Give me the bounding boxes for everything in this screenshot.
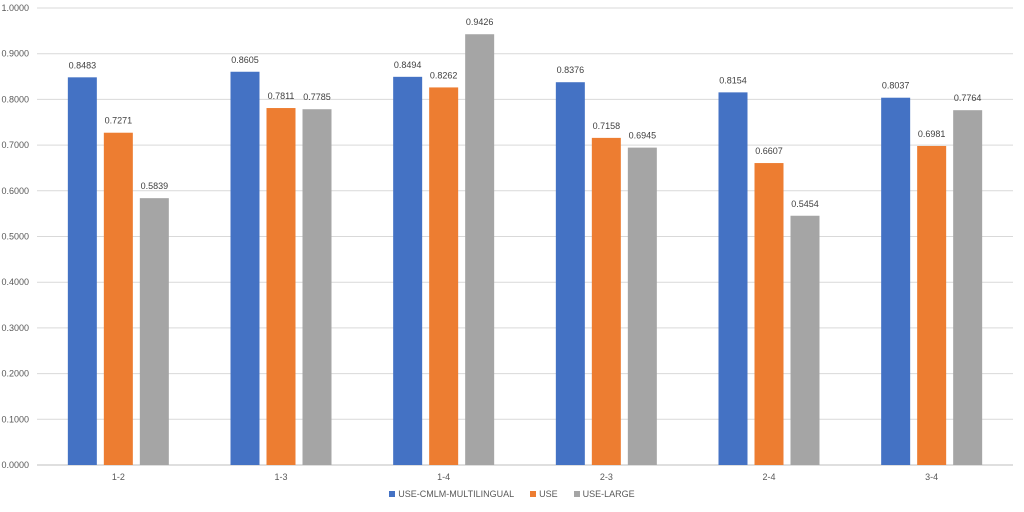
legend-item: USE <box>530 489 558 499</box>
y-tick-label: 0.5000 <box>1 232 29 242</box>
legend-label: USE-LARGE <box>582 489 635 499</box>
data-label: 0.7158 <box>593 121 621 131</box>
bar <box>139 198 169 465</box>
y-tick-label: 1.0000 <box>1 3 29 13</box>
bar <box>881 97 911 465</box>
x-tick-label: 3-4 <box>925 472 938 482</box>
bar <box>790 215 820 465</box>
data-label: 0.9426 <box>466 17 494 27</box>
bar <box>429 87 459 465</box>
bar <box>67 77 97 465</box>
y-tick-label: 0.4000 <box>1 277 29 287</box>
data-label: 0.8262 <box>430 70 458 80</box>
x-tick-label: 1-4 <box>437 472 450 482</box>
data-label: 0.6945 <box>629 131 657 141</box>
x-tick-label: 1-2 <box>112 472 125 482</box>
legend-swatch <box>389 491 396 497</box>
data-label: 0.7271 <box>105 116 133 126</box>
data-label: 0.7764 <box>954 93 982 103</box>
y-tick-label: 0.2000 <box>1 369 29 379</box>
data-label: 0.8483 <box>69 60 97 70</box>
legend-label: USE <box>539 489 558 499</box>
x-tick-label: 1-3 <box>274 472 287 482</box>
y-tick-label: 0.3000 <box>1 323 29 333</box>
data-label: 0.6981 <box>918 129 946 139</box>
legend-label: USE-CMLM-MULTILINGUAL <box>398 489 515 499</box>
data-label: 0.8494 <box>394 60 422 70</box>
x-tick-label: 2-3 <box>600 472 613 482</box>
x-tick-label: 2-4 <box>762 472 775 482</box>
y-tick-label: 0.8000 <box>1 94 29 104</box>
legend-swatch <box>573 491 580 497</box>
bar <box>754 163 784 465</box>
bar <box>266 108 296 466</box>
data-label: 0.5839 <box>141 181 169 191</box>
legend: USE-CMLM-MULTILINGUAL USE USE-LARGE <box>0 489 1024 499</box>
data-label: 0.8154 <box>719 75 747 85</box>
data-label: 0.7785 <box>303 92 331 102</box>
legend-item: USE-CMLM-MULTILINGUAL <box>389 489 514 499</box>
data-label: 0.7811 <box>268 91 295 101</box>
bar <box>917 145 947 465</box>
data-label: 0.5454 <box>791 199 819 209</box>
y-tick-label: 0.7000 <box>1 140 29 150</box>
bar <box>230 71 260 466</box>
bar <box>627 147 657 465</box>
legend-item: USE-LARGE <box>573 489 635 499</box>
data-label: 0.6607 <box>755 146 783 156</box>
bar <box>393 76 423 465</box>
y-tick-label: 0.1000 <box>1 414 29 424</box>
bar <box>103 132 133 465</box>
bar <box>718 92 748 466</box>
data-label: 0.8376 <box>557 65 585 75</box>
legend-swatch <box>530 491 537 497</box>
data-label: 0.8037 <box>882 81 910 91</box>
bar <box>591 137 621 465</box>
bar <box>953 110 983 465</box>
y-tick-label: 0.6000 <box>1 186 29 196</box>
y-tick-label: 0.0000 <box>1 460 29 470</box>
data-label: 0.8605 <box>231 55 259 65</box>
bar <box>555 82 585 465</box>
bar <box>465 34 495 465</box>
bar <box>302 109 332 466</box>
y-tick-label: 0.9000 <box>1 49 29 59</box>
